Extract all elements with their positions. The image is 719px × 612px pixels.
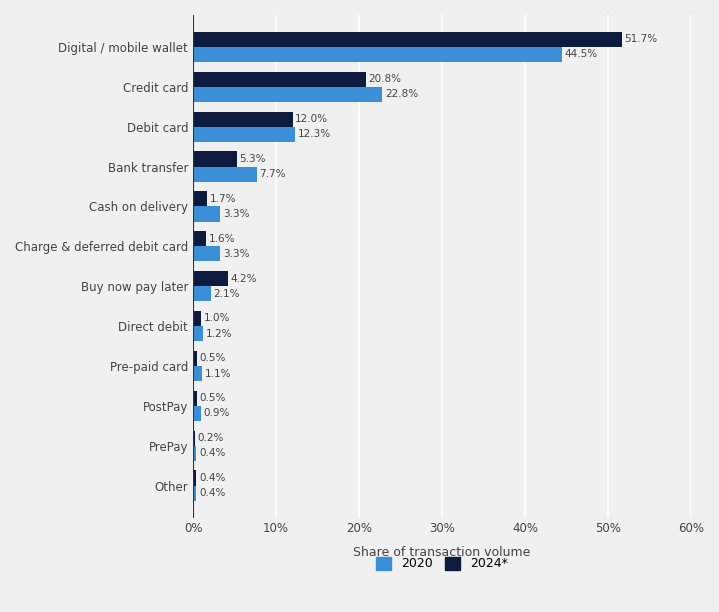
Text: 3.3%: 3.3% xyxy=(223,209,249,219)
Bar xyxy=(193,311,201,326)
Bar xyxy=(193,72,366,87)
Bar xyxy=(193,87,383,102)
Text: 0.5%: 0.5% xyxy=(200,353,226,364)
Legend: 2020, 2024*: 2020, 2024* xyxy=(370,550,514,577)
Text: 22.8%: 22.8% xyxy=(385,89,418,99)
X-axis label: Share of transaction volume: Share of transaction volume xyxy=(353,547,531,559)
Bar xyxy=(193,431,195,446)
Text: 12.3%: 12.3% xyxy=(298,129,331,140)
Text: 1.2%: 1.2% xyxy=(206,329,232,338)
Bar xyxy=(193,351,197,366)
Text: 1.0%: 1.0% xyxy=(204,313,230,324)
Text: 1.1%: 1.1% xyxy=(205,368,232,379)
Text: 12.0%: 12.0% xyxy=(296,114,328,124)
Bar xyxy=(193,406,201,421)
Text: 1.6%: 1.6% xyxy=(209,234,235,244)
Bar xyxy=(193,471,196,485)
Text: 0.4%: 0.4% xyxy=(199,449,225,458)
Bar xyxy=(193,206,221,222)
Text: 7.7%: 7.7% xyxy=(260,169,286,179)
Text: 0.9%: 0.9% xyxy=(203,408,229,419)
Bar xyxy=(193,326,203,341)
Text: 0.4%: 0.4% xyxy=(199,488,225,498)
Text: 0.2%: 0.2% xyxy=(197,433,224,443)
Text: 0.5%: 0.5% xyxy=(200,394,226,403)
Bar xyxy=(193,485,196,501)
Bar xyxy=(193,446,196,461)
Bar xyxy=(193,390,197,406)
Bar xyxy=(193,32,622,47)
Bar xyxy=(193,366,202,381)
Text: 1.7%: 1.7% xyxy=(210,194,237,204)
Bar xyxy=(193,111,293,127)
Bar xyxy=(193,151,237,166)
Bar xyxy=(193,231,206,246)
Text: 4.2%: 4.2% xyxy=(231,274,257,283)
Text: 44.5%: 44.5% xyxy=(565,50,598,59)
Text: 5.3%: 5.3% xyxy=(239,154,266,164)
Text: 20.8%: 20.8% xyxy=(368,74,401,84)
Bar xyxy=(193,246,221,261)
Bar xyxy=(193,166,257,182)
Bar xyxy=(193,271,228,286)
Bar xyxy=(193,127,296,142)
Bar xyxy=(193,192,207,206)
Text: 0.4%: 0.4% xyxy=(199,473,225,483)
Text: 2.1%: 2.1% xyxy=(213,289,239,299)
Text: 3.3%: 3.3% xyxy=(223,249,249,259)
Bar xyxy=(193,47,562,62)
Bar xyxy=(193,286,211,301)
Text: 51.7%: 51.7% xyxy=(625,34,658,44)
